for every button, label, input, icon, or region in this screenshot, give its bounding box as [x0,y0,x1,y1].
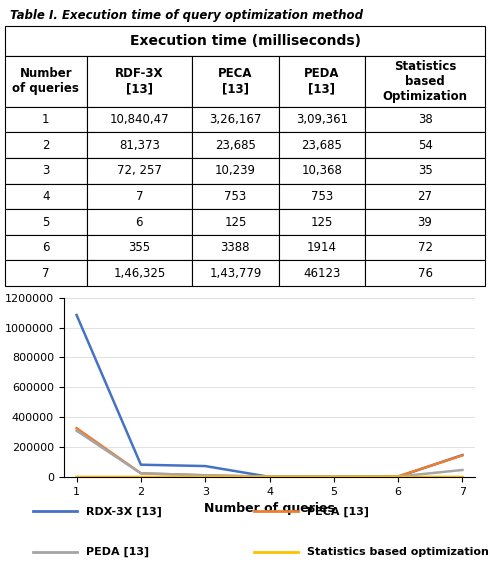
Text: 7: 7 [136,190,143,203]
Text: 35: 35 [417,164,433,177]
Bar [192,56,279,106]
Bar [5,209,87,235]
Bar [279,235,365,261]
Text: 753: 753 [224,190,246,203]
Text: 10,368: 10,368 [301,164,343,177]
Bar [279,261,365,286]
Text: 38: 38 [417,113,433,126]
Text: 10,840,47: 10,840,47 [110,113,169,126]
X-axis label: Number of queries: Number of queries [204,502,335,515]
Text: PECA [13]: PECA [13] [307,506,369,517]
Bar [5,158,87,184]
Text: 125: 125 [224,216,246,228]
Text: 39: 39 [417,216,433,228]
Text: 5: 5 [42,216,49,228]
Text: 3,09,361: 3,09,361 [296,113,348,126]
Bar [5,26,485,56]
Text: PECA
[13]: PECA [13] [218,67,253,95]
Bar [279,56,365,106]
Bar [192,261,279,286]
Bar [87,56,192,106]
Text: PEDA
[13]: PEDA [13] [304,67,340,95]
Bar [5,132,87,158]
Text: 4: 4 [42,190,49,203]
Bar [279,184,365,209]
Bar [87,261,192,286]
Text: 1: 1 [42,113,49,126]
Bar [365,209,485,235]
Text: 72, 257: 72, 257 [117,164,162,177]
Bar [87,158,192,184]
Bar [192,132,279,158]
Bar [192,158,279,184]
Bar [365,56,485,106]
Text: 3388: 3388 [220,241,250,254]
Text: 6: 6 [136,216,143,228]
Text: 54: 54 [417,139,433,151]
Bar [365,235,485,261]
Text: Statistics
based
Optimization: Statistics based Optimization [383,60,467,103]
Bar [365,261,485,286]
Bar [365,184,485,209]
Text: 27: 27 [417,190,433,203]
Text: 1914: 1914 [307,241,337,254]
Text: 46123: 46123 [303,267,341,280]
Bar [365,132,485,158]
Text: 1,43,779: 1,43,779 [209,267,262,280]
Text: 2: 2 [42,139,49,151]
Text: 1,46,325: 1,46,325 [113,267,166,280]
Text: Number
of queries: Number of queries [12,67,79,95]
Text: 72: 72 [417,241,433,254]
Text: 76: 76 [417,267,433,280]
Text: Statistics based optimization: Statistics based optimization [307,547,489,557]
Text: 753: 753 [311,190,333,203]
Text: 6: 6 [42,241,49,254]
Bar [5,184,87,209]
Text: Execution time (milliseconds): Execution time (milliseconds) [129,34,361,48]
Text: RDF-3X
[13]: RDF-3X [13] [115,67,164,95]
Bar [365,158,485,184]
Text: 10,239: 10,239 [215,164,256,177]
Bar [87,235,192,261]
Text: 3,26,167: 3,26,167 [209,113,262,126]
Bar [5,261,87,286]
Bar [279,132,365,158]
Bar [365,106,485,132]
Text: Table I. Execution time of query optimization method: Table I. Execution time of query optimiz… [10,9,363,21]
Bar [87,132,192,158]
Text: PEDA [13]: PEDA [13] [86,547,149,557]
Text: RDX-3X [13]: RDX-3X [13] [86,506,162,517]
Bar [87,106,192,132]
Text: 7: 7 [42,267,49,280]
Bar [87,209,192,235]
Text: 23,685: 23,685 [301,139,343,151]
Bar [87,184,192,209]
Text: 81,373: 81,373 [119,139,160,151]
Bar [192,106,279,132]
Bar [279,158,365,184]
Bar [279,106,365,132]
Bar [192,235,279,261]
Text: 355: 355 [128,241,150,254]
Text: 23,685: 23,685 [215,139,256,151]
Bar [279,209,365,235]
Text: 3: 3 [42,164,49,177]
Bar [5,235,87,261]
Bar [5,106,87,132]
Bar [192,184,279,209]
Bar [5,56,87,106]
Bar [192,209,279,235]
Text: 125: 125 [311,216,333,228]
